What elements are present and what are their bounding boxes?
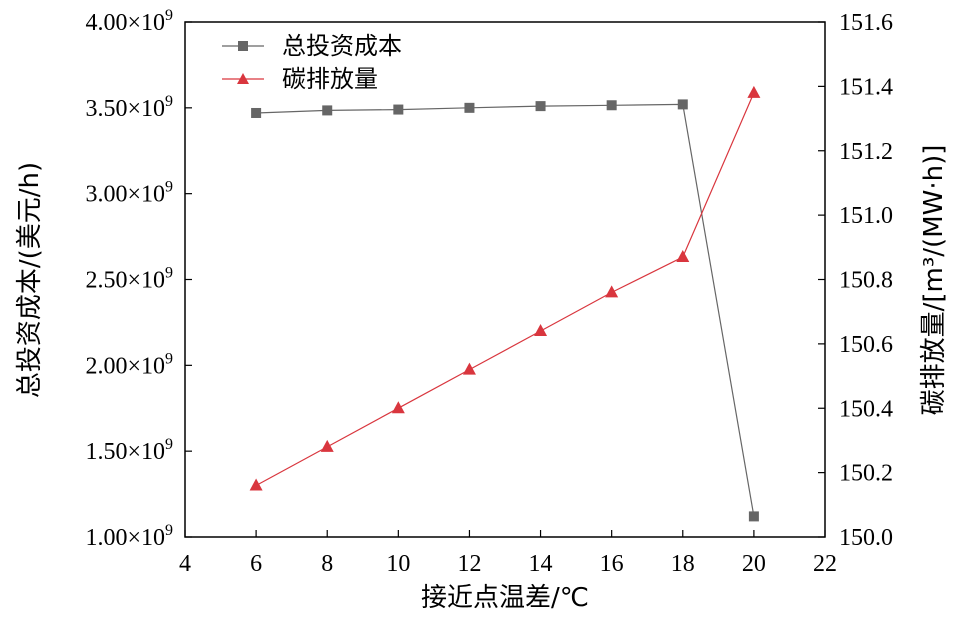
- left-y-axis-title: 总投资成本/(美元/h): [15, 162, 45, 398]
- left-y-tick-label: 1.00×109: [85, 522, 173, 551]
- series-line-cost: [256, 103, 755, 517]
- data-point-emission: [676, 249, 690, 262]
- right-y-tick-label: 151.4: [839, 74, 893, 100]
- x-axis-title: 接近点温差/℃: [421, 583, 589, 613]
- left-y-axis-ticks: 1.00×109 1.50×109 2.00×109 2.50×109 3.00×109…: [85, 7, 192, 551]
- right-y-tick-label: 151.6: [839, 10, 893, 36]
- x-tick-label: 18: [671, 551, 695, 577]
- data-point-cost: [393, 104, 404, 115]
- data-point-emission: [605, 285, 619, 298]
- data-point-emission: [747, 85, 761, 98]
- left-y-tick-label: 1.50×109: [85, 436, 173, 465]
- data-point-emission: [391, 401, 405, 414]
- data-point-cost: [677, 99, 688, 110]
- x-tick-label: 6: [250, 551, 262, 577]
- x-tick-label: 12: [457, 551, 481, 577]
- plot-frame: [184, 21, 826, 538]
- data-point-emission: [534, 324, 548, 336]
- x-tick-label: 14: [529, 551, 553, 577]
- data-point-emission: [249, 478, 263, 491]
- data-point-cost: [748, 511, 759, 522]
- right-y-tick-label: 150.6: [839, 332, 893, 358]
- left-y-tick-label: 4.00×109: [85, 7, 173, 36]
- series-layer: [249, 85, 761, 522]
- legend: 总投资成本 碳排放量: [222, 32, 402, 93]
- x-tick-label: 4: [179, 551, 191, 577]
- data-point-cost: [606, 100, 617, 111]
- right-y-tick-label: 151.0: [839, 203, 893, 229]
- data-point-cost: [464, 102, 475, 113]
- data-point-cost: [322, 105, 333, 116]
- x-tick-label: 10: [386, 551, 410, 577]
- left-y-tick-label: 2.50×109: [85, 265, 173, 294]
- right-y-axis-ticks: 150.0 150.2 150.4 150.6 150.8 151.0 151.2 151.4…: [818, 10, 893, 551]
- legend-marker-emission: [237, 73, 249, 84]
- legend-marker-cost: [238, 41, 248, 51]
- right-y-tick-label: 150.2: [839, 461, 893, 487]
- right-y-axis-title: 碳排放量/[m³/(MW·h)]: [919, 145, 949, 416]
- right-y-tick-label: 150.0: [839, 525, 893, 551]
- x-tick-label: 20: [742, 551, 766, 577]
- left-y-tick-label: 3.50×109: [85, 93, 173, 122]
- data-point-emission: [462, 362, 476, 375]
- x-tick-label: 8: [321, 551, 333, 577]
- x-tick-label: 16: [600, 551, 624, 577]
- left-y-tick-label: 3.00×109: [85, 179, 173, 208]
- x-tick-label: 22: [813, 551, 837, 577]
- right-y-tick-label: 151.2: [839, 139, 893, 165]
- x-axis-ticks: 4 6 8 10 12 14 16 18 20 22: [179, 530, 837, 577]
- data-point-cost: [251, 107, 262, 118]
- data-point-emission: [320, 439, 334, 452]
- right-y-tick-label: 150.8: [839, 268, 893, 294]
- series-line-emission: [255, 92, 755, 487]
- legend-label-emission: 碳排放量: [282, 65, 378, 93]
- right-y-tick-label: 150.4: [839, 396, 893, 422]
- left-y-tick-label: 2.00×109: [85, 350, 173, 379]
- data-point-cost: [535, 101, 546, 112]
- legend-label-cost: 总投资成本: [282, 32, 402, 60]
